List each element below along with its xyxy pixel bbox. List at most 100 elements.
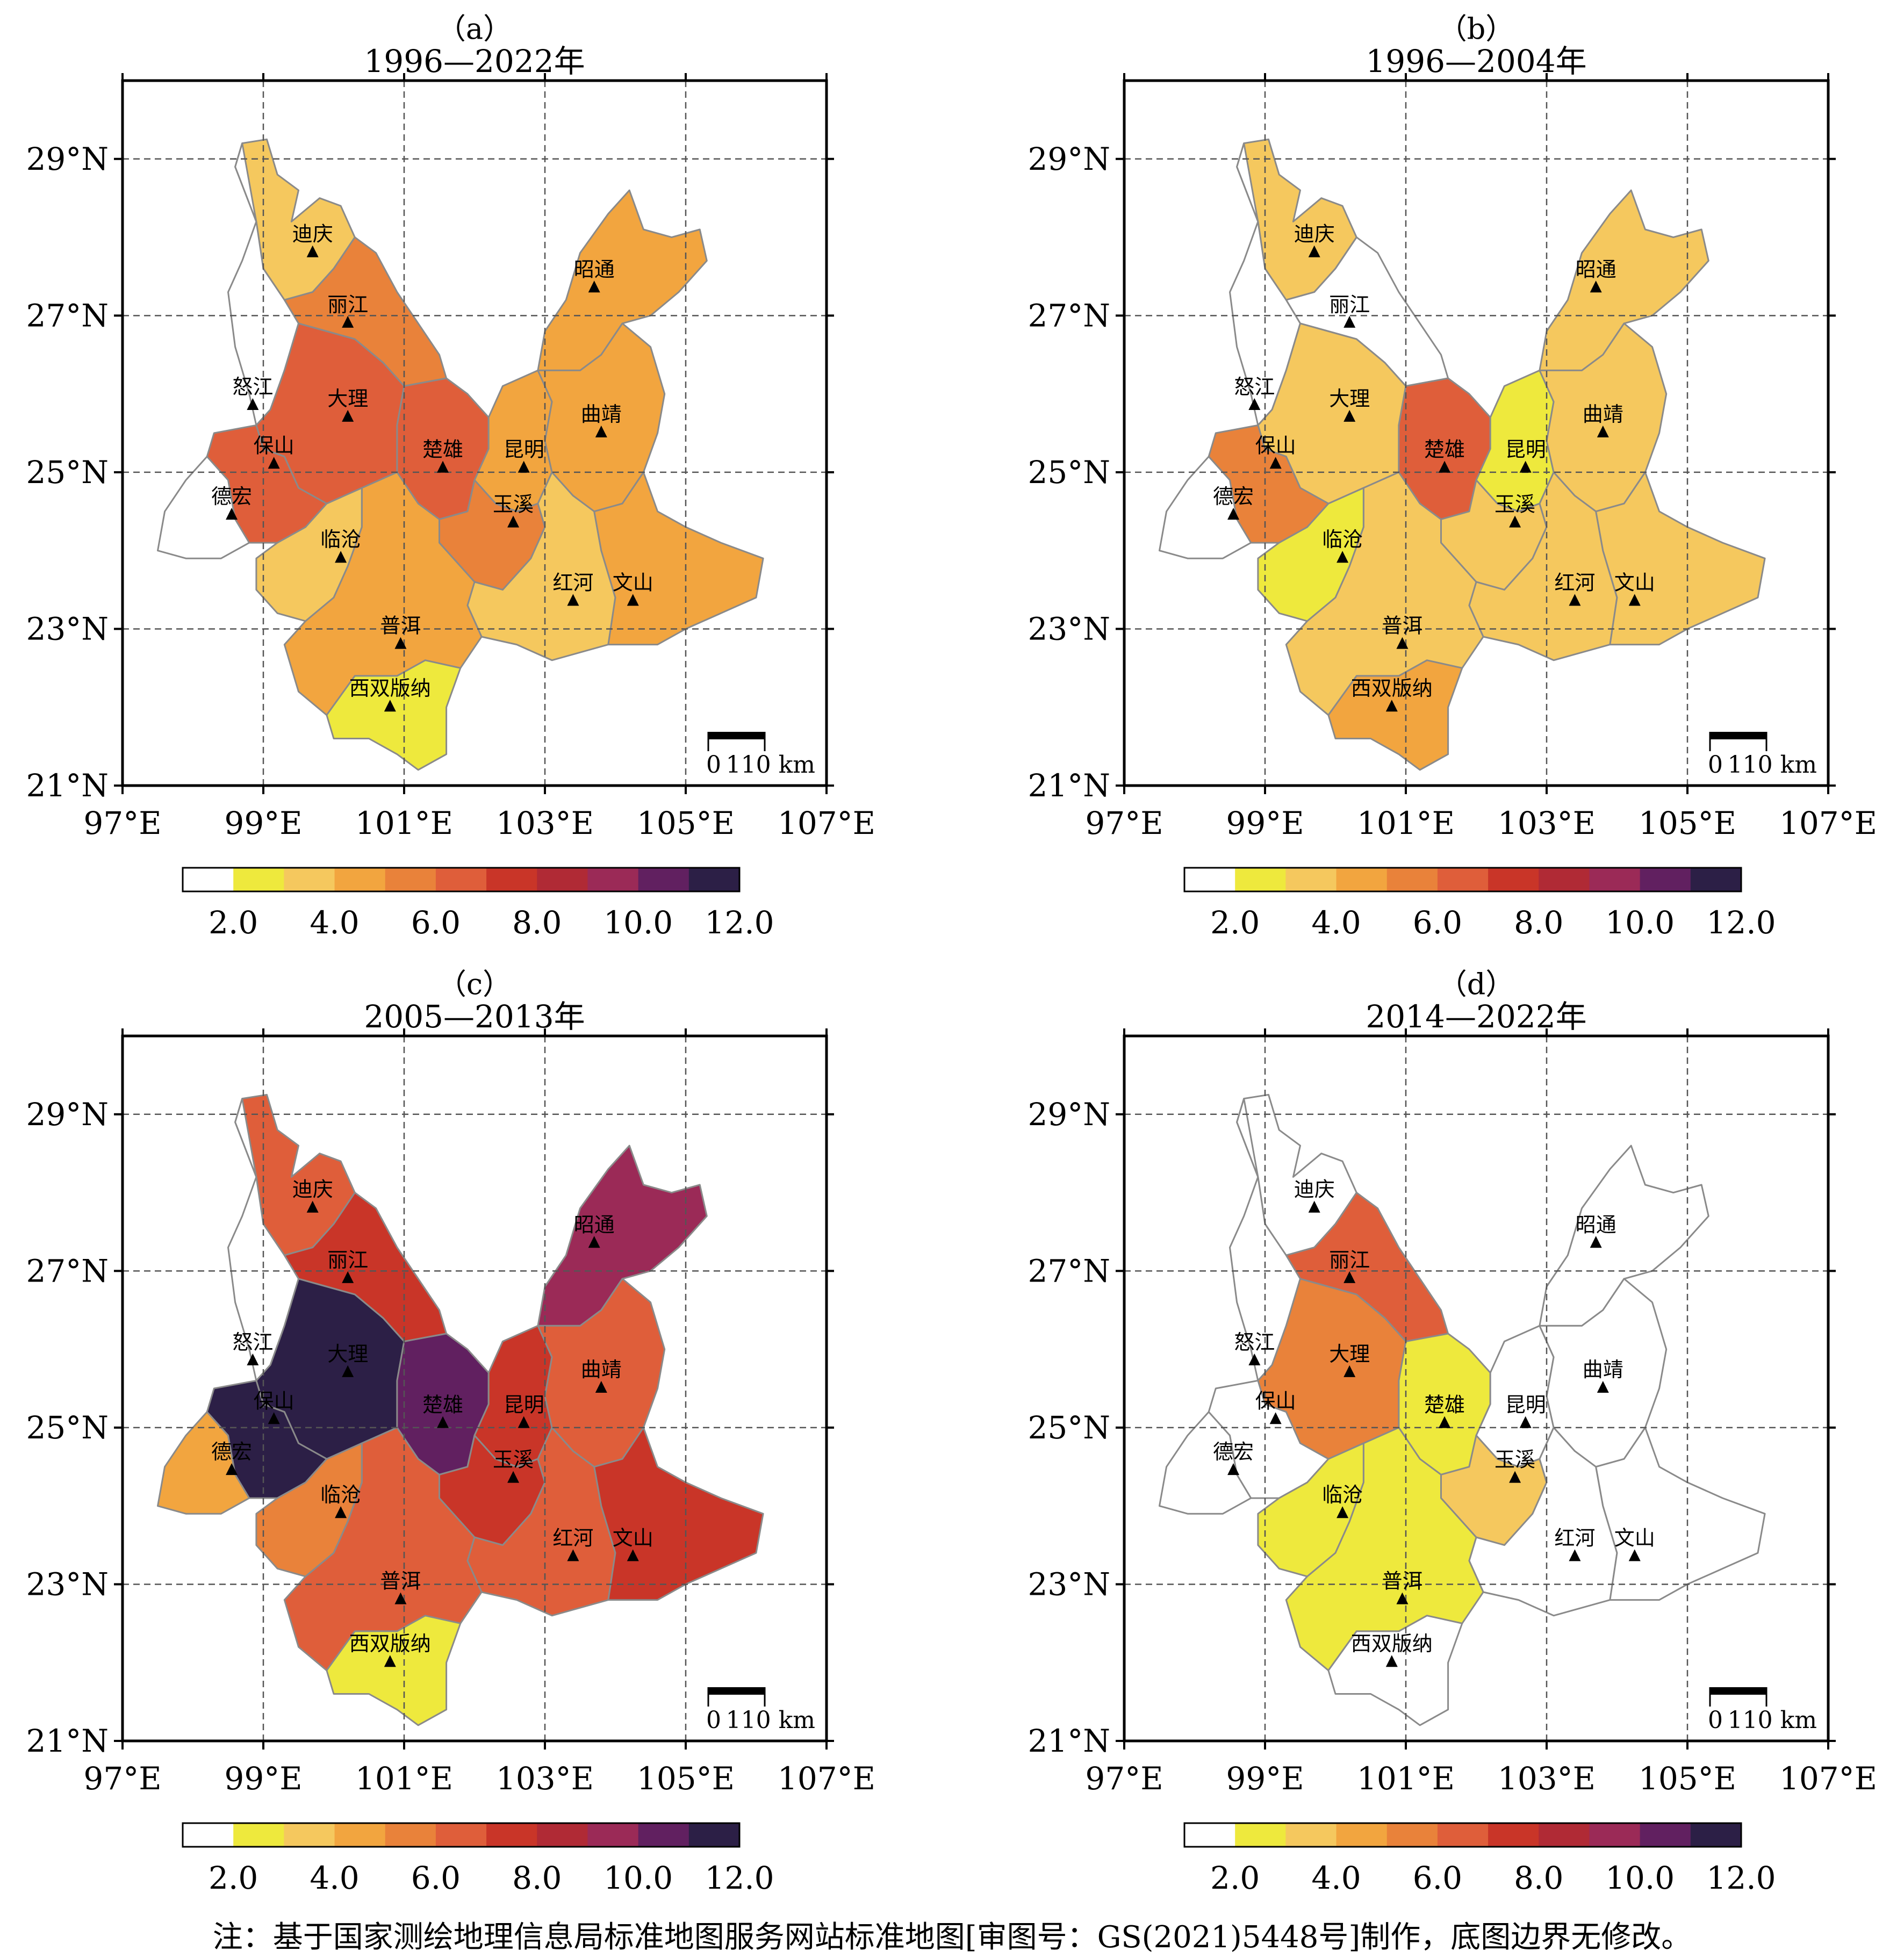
colorbar-frame: [1183, 867, 1742, 892]
lat-tick-label: 25°N: [26, 454, 109, 491]
region-德宏: [157, 456, 250, 559]
scale-bar: [1710, 1687, 1766, 1695]
city-label: 文山: [613, 571, 653, 594]
city-marker: [1590, 280, 1602, 293]
city-label: 普洱: [1382, 1570, 1422, 1593]
colorbar-swatch: [1589, 1823, 1641, 1847]
colorbar-tick-label: 12.0: [705, 1860, 774, 1896]
city-label: 西双版纳: [349, 1632, 431, 1655]
city-label: 丽江: [327, 293, 368, 316]
city-label: 德宏: [211, 485, 252, 508]
colorbar-tick-label: 6.0: [1413, 904, 1462, 941]
lon-tick-label: 107°E: [1779, 1760, 1877, 1797]
region-西双版纳: [326, 1615, 462, 1726]
colorbar-swatch: [1336, 1823, 1388, 1847]
city-label: 丽江: [327, 1248, 368, 1272]
city-label: 楚雄: [1424, 438, 1465, 462]
city-label: 昆明: [1505, 1393, 1546, 1417]
lat-tick-label: 27°N: [1028, 297, 1110, 334]
lon-tick-label: 97°E: [1085, 805, 1163, 841]
city-label: 玉溪: [1495, 1448, 1535, 1472]
colorbar-swatch: [1690, 868, 1742, 891]
city-label: 迪庆: [1294, 1178, 1335, 1201]
city-marker: [1590, 1236, 1602, 1248]
map-frame: [121, 79, 828, 787]
city-marker: [268, 457, 280, 469]
colorbar-swatch: [1285, 868, 1337, 891]
colorbar-swatch: [1386, 1823, 1438, 1847]
lat-tick-label: 27°N: [26, 297, 109, 334]
colorbar-swatch: [334, 1823, 386, 1847]
city-marker: [1343, 315, 1356, 328]
city-marker: [1308, 245, 1320, 257]
lon-tick-label: 101°E: [355, 1760, 453, 1797]
city-marker: [595, 426, 607, 437]
colorbar-frame: [1183, 1822, 1742, 1848]
city-label: 普洱: [380, 614, 421, 638]
city-marker: [1385, 700, 1398, 712]
scale-bar-start: 0: [1708, 751, 1723, 779]
lon-tick-label: 107°E: [778, 805, 875, 841]
city-marker: [567, 594, 579, 606]
panel-period-title: 2014—2022年: [1366, 998, 1586, 1035]
region-西双版纳: [1327, 659, 1463, 771]
city-marker: [1308, 1200, 1320, 1213]
city-label: 玉溪: [1495, 493, 1535, 516]
city-marker: [1269, 457, 1282, 469]
city-marker: [595, 1381, 607, 1393]
colorbar-swatch: [385, 1823, 436, 1847]
lat-tick-label: 23°N: [26, 1566, 109, 1602]
lat-tick-label: 29°N: [1028, 141, 1110, 177]
city-marker: [507, 515, 520, 528]
lon-tick-label: 99°E: [1226, 805, 1304, 841]
lon-tick-label: 99°E: [1226, 1760, 1304, 1797]
lon-tick-label: 101°E: [355, 805, 453, 841]
city-label: 怒江: [232, 375, 273, 399]
footnote: 注：基于国家测绘地理信息局标准地图服务网站标准地图[审图号：GS(2021)54…: [212, 1920, 1692, 1955]
city-label: 文山: [613, 1526, 653, 1550]
colorbar-tick-label: 2.0: [1210, 904, 1260, 941]
colorbar-swatch: [638, 1823, 689, 1847]
scale-bar: [708, 1687, 765, 1695]
colorbar-frame: [182, 1822, 741, 1848]
lon-tick-label: 103°E: [1498, 805, 1596, 841]
city-label: 大理: [1329, 1342, 1370, 1366]
region-西双版纳: [326, 659, 462, 771]
lat-tick-label: 21°N: [26, 767, 109, 804]
colorbar-swatch: [1539, 1823, 1590, 1847]
colorbar-swatch: [537, 1823, 588, 1847]
city-label: 昭通: [1576, 257, 1616, 281]
colorbar-swatch: [587, 1823, 639, 1847]
colorbar-swatch: [1640, 868, 1691, 891]
colorbar-swatch: [1235, 1823, 1286, 1847]
panel-period-title: 1996—2022年: [364, 43, 585, 80]
city-marker: [1396, 1592, 1409, 1604]
lat-tick-label: 23°N: [26, 610, 109, 647]
lat-tick-label: 29°N: [26, 141, 109, 177]
city-label: 保山: [1255, 434, 1296, 457]
lon-tick-label: 97°E: [1085, 1760, 1163, 1797]
map-panel-c: （c）2005—2013年 97°E 99°E 101°E 103°E 105°E 107°…: [26, 967, 875, 1896]
lon-tick-label: 105°E: [637, 1760, 735, 1797]
colorbar-tick-label: 10.0: [603, 904, 673, 941]
colorbar-tick-label: 4.0: [1311, 1860, 1361, 1896]
city-label: 昆明: [1505, 438, 1546, 462]
city-label: 临沧: [320, 528, 361, 551]
colorbar-tick-label: 6.0: [411, 904, 461, 941]
colorbar-swatch: [1336, 868, 1388, 891]
city-marker: [342, 409, 354, 422]
city-label: 怒江: [232, 1330, 273, 1354]
city-label: 丽江: [1329, 1248, 1370, 1272]
colorbar-tick-label: 12.0: [1706, 1860, 1776, 1896]
city-label: 红河: [1554, 571, 1595, 594]
city-marker: [1248, 1353, 1261, 1365]
city-label: 昆明: [504, 438, 544, 462]
map-panel-b: （b）1996—2004年 97°E 99°E 101°E 103°E 105°E 107°…: [1028, 12, 1877, 941]
lon-tick-label: 97°E: [83, 1760, 161, 1797]
lon-tick-label: 105°E: [637, 805, 735, 841]
city-marker: [1509, 515, 1521, 528]
city-marker: [335, 551, 347, 563]
panel-label: （b）: [1438, 12, 1515, 46]
city-label: 怒江: [1234, 1330, 1275, 1354]
